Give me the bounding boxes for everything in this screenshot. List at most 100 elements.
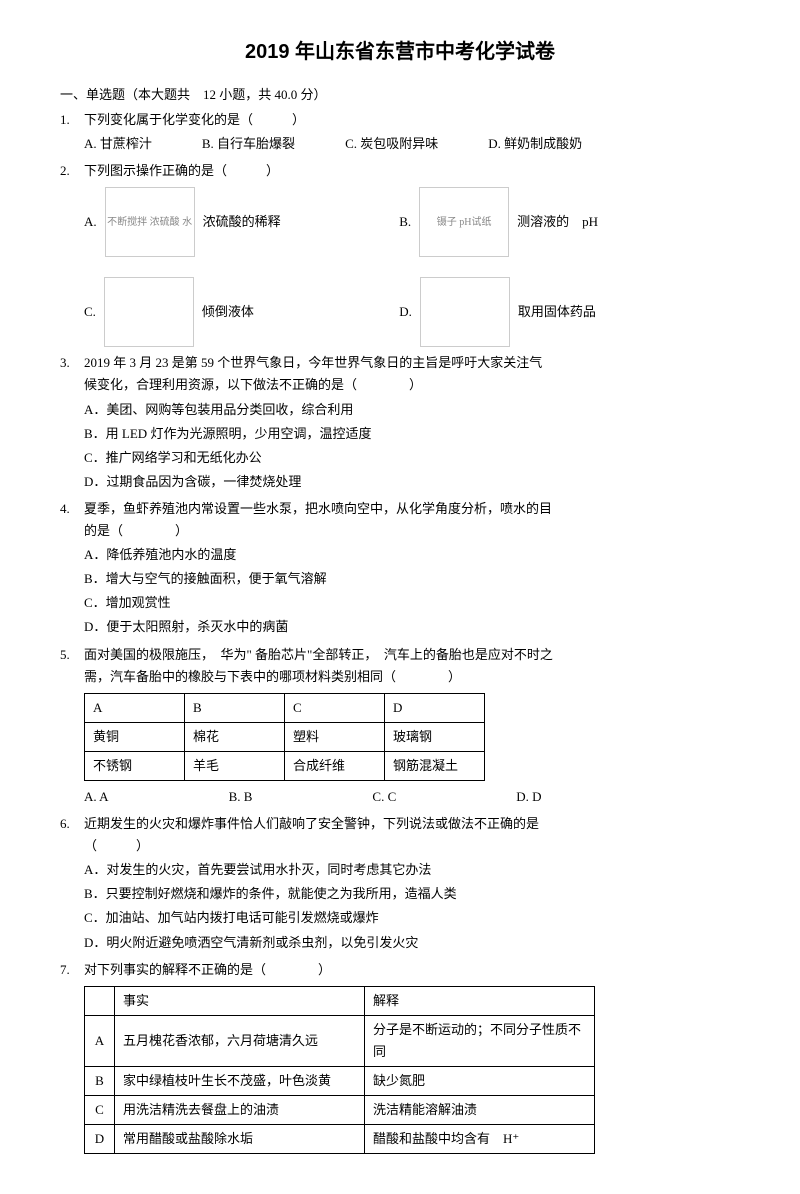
q5-table: A B C D 黄铜 棉花 塑料 玻璃钢 不锈钢 羊毛 合成纤维 钢筋混凝土 — [84, 693, 485, 781]
q7-table: 事实 解释 A 五月槐花香浓郁，六月荷塘清久远 分子是不断运动的；不同分子性质不… — [84, 986, 595, 1155]
q2-b-label: B. — [399, 211, 411, 233]
section-header: 一、单选题（本大题共 12 小题，共 40.0 分） — [60, 84, 740, 106]
q7-cell: B — [85, 1067, 115, 1096]
q7-header-blank — [85, 986, 115, 1015]
table-row: C 用洗洁精洗去餐盘上的油渍 洗洁精能溶解油渍 — [85, 1096, 595, 1125]
q5-table-cell: D — [385, 693, 485, 722]
q7-number: 7. — [60, 959, 70, 981]
q2-a-label: A. — [84, 211, 97, 233]
q3-option-a: A．美团、网购等包装用品分类回收，综合利用 — [84, 399, 740, 421]
q7-cell: D — [85, 1125, 115, 1154]
question-5: 5. 面对美国的极限施压， 华为" 备胎芯片"全部转正， 汽车上的备胎也是应对不… — [60, 644, 740, 809]
q2-d-image — [420, 277, 510, 347]
q5-table-cell: 塑料 — [285, 722, 385, 751]
q5-table-cell: 羊毛 — [185, 751, 285, 780]
q7-cell: 用洗洁精洗去餐盘上的油渍 — [115, 1096, 365, 1125]
q2-d-label: D. — [399, 301, 412, 323]
table-row: B 家中绿植枝叶生长不茂盛，叶色淡黄 缺少氮肥 — [85, 1067, 595, 1096]
q1-option-a: A. 甘蔗榨汁 — [84, 133, 152, 155]
q2-b-image: 镊子 pH试纸 — [419, 187, 509, 257]
q7-cell: 醋酸和盐酸中均含有 H⁺ — [365, 1125, 595, 1154]
q2-number: 2. — [60, 160, 70, 182]
q5-table-cell: 合成纤维 — [285, 751, 385, 780]
q5-table-cell: 玻璃钢 — [385, 722, 485, 751]
q4-option-a: A．降低养殖池内水的温度 — [84, 544, 740, 566]
question-7: 7. 对下列事实的解释不正确的是（ ） 事实 解释 A 五月槐花香浓郁，六月荷塘… — [60, 959, 740, 1155]
q6-option-a: A．对发生的火灾，首先要尝试用水扑灭，同时考虑其它办法 — [84, 859, 740, 881]
table-row: A 五月槐花香浓郁，六月荷塘清久远 分子是不断运动的；不同分子性质不同 — [85, 1015, 595, 1066]
q3-stem-line1: 2019 年 3 月 23 是第 59 个世界气象日，今年世界气象日的主旨是呼吁… — [84, 352, 740, 374]
q5-stem-line2: 需，汽车备胎中的橡胶与下表中的哪项材料类别相同（ ） — [84, 666, 740, 688]
q3-option-d: D．过期食品因为含碳，一律焚烧处理 — [84, 471, 740, 493]
q7-stem: 对下列事实的解释不正确的是（ ） — [84, 959, 740, 981]
q1-stem: 下列变化属于化学变化的是（ ） — [84, 109, 740, 131]
q3-option-b: B．用 LED 灯作为光源照明，少用空调，温控适度 — [84, 423, 740, 445]
q6-option-c: C．加油站、加气站内拨打电话可能引发燃烧或爆炸 — [84, 907, 740, 929]
q4-option-b: B．增大与空气的接触面积，便于氧气溶解 — [84, 568, 740, 590]
q6-option-d: D．明火附近避免喷洒空气清新剂或杀虫剂，以免引发火灾 — [84, 932, 740, 954]
q1-option-c: C. 炭包吸附异味 — [345, 133, 438, 155]
table-row: 不锈钢 羊毛 合成纤维 钢筋混凝土 — [85, 751, 485, 780]
q6-option-b: B．只要控制好燃烧和爆炸的条件，就能使之为我所用，造福人类 — [84, 883, 740, 905]
q5-table-cell: 黄铜 — [85, 722, 185, 751]
q2-b-desc: 测溶液的 pH — [517, 211, 598, 233]
q4-number: 4. — [60, 498, 70, 520]
question-1: 1. 下列变化属于化学变化的是（ ） A. 甘蔗榨汁 B. 自行车胎爆裂 C. … — [60, 109, 740, 155]
q6-stem-line2: （ ） — [84, 835, 740, 857]
q5-stem-line1: 面对美国的极限施压， 华为" 备胎芯片"全部转正， 汽车上的备胎也是应对不时之 — [84, 644, 740, 666]
q4-option-c: C．增加观赏性 — [84, 592, 740, 614]
q7-cell: 缺少氮肥 — [365, 1067, 595, 1096]
question-2: 2. 下列图示操作正确的是（ ） A. 不断搅拌 浓硫酸 水 浓硫酸的稀释 B.… — [60, 160, 740, 347]
q3-stem-line2: 候变化，合理利用资源，以下做法不正确的是（ ） — [84, 374, 740, 396]
q7-cell: 常用醋酸或盐酸除水垢 — [115, 1125, 365, 1154]
q5-option-d: D. D — [516, 786, 541, 808]
table-row: A B C D — [85, 693, 485, 722]
q5-option-a: A. A — [84, 786, 109, 808]
q4-stem-line1: 夏季，鱼虾养殖池内常设置一些水泵，把水喷向空中，从化学角度分析，喷水的目 — [84, 498, 740, 520]
q4-stem-line2: 的是（ ） — [84, 520, 740, 542]
q2-a-image: 不断搅拌 浓硫酸 水 — [105, 187, 195, 257]
q3-number: 3. — [60, 352, 70, 374]
question-3: 3. 2019 年 3 月 23 是第 59 个世界气象日，今年世界气象日的主旨… — [60, 352, 740, 493]
q5-table-cell: C — [285, 693, 385, 722]
q2-c-image — [104, 277, 194, 347]
q1-number: 1. — [60, 109, 70, 131]
q2-c-label: C. — [84, 301, 96, 323]
q6-number: 6. — [60, 813, 70, 835]
q5-number: 5. — [60, 644, 70, 666]
q5-table-cell: 钢筋混凝土 — [385, 751, 485, 780]
q7-cell: C — [85, 1096, 115, 1125]
q2-c-desc: 倾倒液体 — [202, 301, 254, 323]
page-title: 2019 年山东省东营市中考化学试卷 — [60, 35, 740, 69]
q2-option-a: A. 不断搅拌 浓硫酸 水 浓硫酸的稀释 — [84, 187, 379, 257]
q2-option-d: D. 取用固体药品 — [399, 277, 694, 347]
q5-table-cell: 棉花 — [185, 722, 285, 751]
q7-cell: 分子是不断运动的；不同分子性质不同 — [365, 1015, 595, 1066]
q2-d-desc: 取用固体药品 — [518, 301, 596, 323]
question-6: 6. 近期发生的火灾和爆炸事件恰人们敲响了安全警钟，下列说法或做法不正确的是 （… — [60, 813, 740, 954]
q1-option-d: D. 鲜奶制成酸奶 — [488, 133, 582, 155]
q5-option-c: C. C — [372, 786, 396, 808]
q2-a-desc: 浓硫酸的稀释 — [203, 211, 281, 233]
q7-cell: 洗洁精能溶解油渍 — [365, 1096, 595, 1125]
q1-option-b: B. 自行车胎爆裂 — [202, 133, 295, 155]
q6-stem-line1: 近期发生的火灾和爆炸事件恰人们敲响了安全警钟，下列说法或做法不正确的是 — [84, 813, 740, 835]
q7-cell: A — [85, 1015, 115, 1066]
q5-option-b: B. B — [229, 786, 253, 808]
q7-cell: 五月槐花香浓郁，六月荷塘清久远 — [115, 1015, 365, 1066]
question-4: 4. 夏季，鱼虾养殖池内常设置一些水泵，把水喷向空中，从化学角度分析，喷水的目 … — [60, 498, 740, 639]
q5-table-cell: A — [85, 693, 185, 722]
q4-option-d: D．便于太阳照射，杀灭水中的病菌 — [84, 616, 740, 638]
q5-table-cell: B — [185, 693, 285, 722]
q2-option-c: C. 倾倒液体 — [84, 277, 379, 347]
q7-cell: 家中绿植枝叶生长不茂盛，叶色淡黄 — [115, 1067, 365, 1096]
q5-table-cell: 不锈钢 — [85, 751, 185, 780]
q2-stem: 下列图示操作正确的是（ ） — [84, 160, 740, 182]
table-row: D 常用醋酸或盐酸除水垢 醋酸和盐酸中均含有 H⁺ — [85, 1125, 595, 1154]
q7-header-explain: 解释 — [365, 986, 595, 1015]
table-row: 黄铜 棉花 塑料 玻璃钢 — [85, 722, 485, 751]
q2-option-b: B. 镊子 pH试纸 测溶液的 pH — [399, 187, 694, 257]
q3-option-c: C．推广网络学习和无纸化办公 — [84, 447, 740, 469]
q7-header-fact: 事实 — [115, 986, 365, 1015]
table-row: 事实 解释 — [85, 986, 595, 1015]
